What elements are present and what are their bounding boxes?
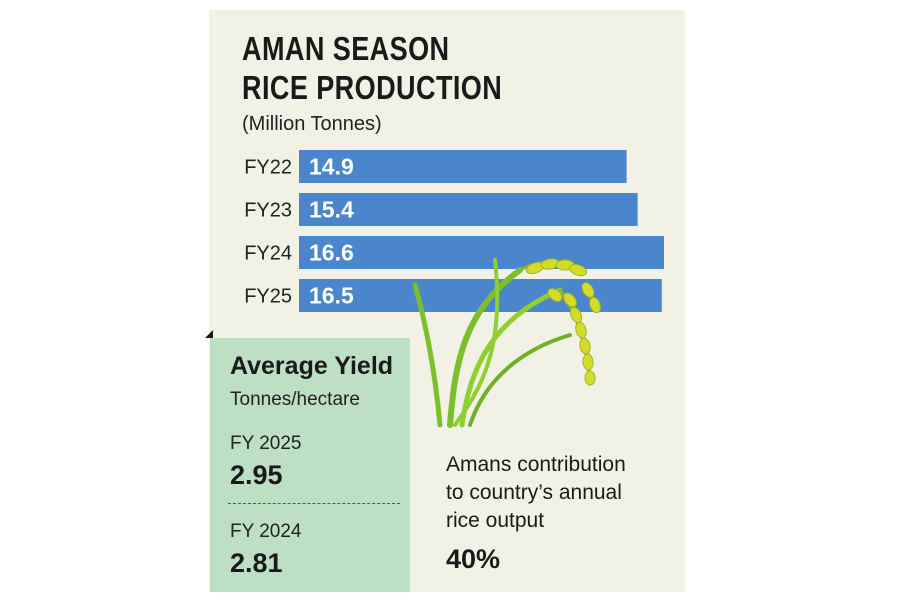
yield-unit: Tonnes/hectare <box>230 389 360 410</box>
value-label-fy22: 14.9 <box>309 154 354 180</box>
bar-fy22 <box>299 150 627 183</box>
bar-fy23 <box>299 193 638 226</box>
category-label-fy24: FY24 <box>244 243 292 265</box>
corner-marker <box>205 330 213 338</box>
yield-year-2025: FY 2025 <box>230 433 302 454</box>
yield-divider <box>228 503 400 504</box>
bar-fy24 <box>299 236 664 269</box>
chart-subtitle: (Million Tonnes) <box>242 113 382 135</box>
contribution-line-2: to country’s annual <box>446 481 622 504</box>
category-label-fy25: FY25 <box>244 286 292 308</box>
category-label-fy23: FY23 <box>244 200 292 222</box>
value-label-fy24: 16.6 <box>309 240 354 266</box>
chart-title: AMAN SEASON RICE PRODUCTION <box>242 30 503 106</box>
contribution-line-1: Amans contribution <box>446 453 626 476</box>
contribution-line-3: rice output <box>446 509 545 532</box>
yield-year-2024: FY 2024 <box>230 521 302 542</box>
rice-plant-icon <box>412 258 601 428</box>
yield-box <box>210 338 410 592</box>
category-label-fy22: FY22 <box>244 157 292 179</box>
yield-value-2024: 2.81 <box>230 548 283 578</box>
value-label-fy23: 15.4 <box>309 197 354 223</box>
yield-value-2025: 2.95 <box>230 460 283 490</box>
contribution-value: 40% <box>446 544 501 574</box>
value-label-fy25: 16.5 <box>309 283 354 309</box>
yield-title: Average Yield <box>230 352 394 380</box>
